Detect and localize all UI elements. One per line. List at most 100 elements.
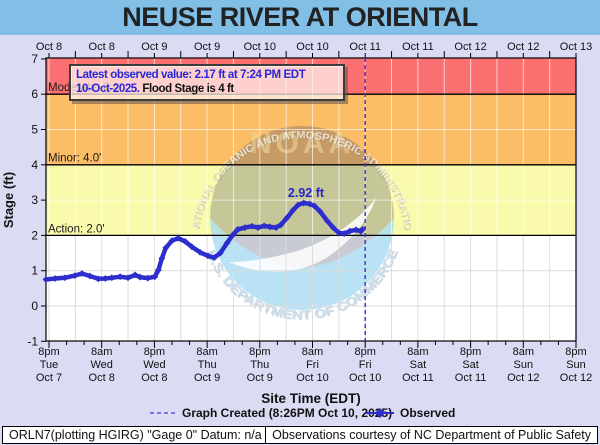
observed-marker <box>352 226 360 234</box>
observed-marker <box>210 254 218 262</box>
observed-marker <box>277 221 285 229</box>
observed-marker <box>94 275 102 283</box>
top-axis-date-label: Oct 10 <box>244 41 276 53</box>
top-axis-date-label: Oct 12 <box>507 41 539 53</box>
observed-marker <box>300 199 308 207</box>
observed-marker <box>306 200 314 208</box>
bottom-axis-time-label: 8am Sat Oct 11 <box>402 346 434 384</box>
observed-marker <box>272 224 280 232</box>
observed-marker <box>108 274 116 282</box>
bottom-axis-time-label: 8pm Sat Oct 11 <box>455 346 487 384</box>
y-axis-tick-label: 6 <box>31 87 38 101</box>
observed-marker <box>283 214 291 222</box>
x-axis-title: Site Time (EDT) <box>261 391 361 406</box>
bottom-axis-time-label: 8pm Thu Oct 9 <box>247 346 273 384</box>
y-axis-tick-label: 2 <box>31 228 38 242</box>
observed-marker <box>234 225 242 233</box>
y-axis-tick-label: 3 <box>31 193 38 207</box>
top-axis-date-label: Oct 9 <box>194 41 220 53</box>
top-axis-date-label: Oct 10 <box>296 41 328 53</box>
observed-marker <box>162 244 170 252</box>
top-axis-date-label: Oct 8 <box>36 41 62 53</box>
observations-courtesy-box: Observations courtesy of NC Department o… <box>265 426 598 444</box>
gage-datum-text: ORLN7(plotting HGIRG) "Gage 0" Datum: n/… <box>9 428 262 442</box>
bottom-axis-time-label: 8am Wed Oct 8 <box>89 346 115 384</box>
fixed-labels: Stage (ft) Site Time (EDT) Graph Created… <box>1 172 455 420</box>
latest-observed-info-box: Latest observed value: 2.17 ft at 7:24 P… <box>69 64 345 101</box>
observed-marker <box>223 239 231 247</box>
observed-marker <box>131 271 139 279</box>
observed-marker <box>196 248 204 256</box>
bottom-axis-time-label: 8am Sun Oct 12 <box>507 346 539 384</box>
observed-marker <box>260 222 268 230</box>
top-axis-date-label: Oct 11 <box>402 41 434 53</box>
observed-marker <box>181 238 189 245</box>
legend-observed-label: Observed <box>400 406 455 420</box>
page-title: NEUSE RIVER AT ORIENTAL <box>122 2 478 32</box>
observed-marker <box>329 224 337 232</box>
observed-marker <box>340 230 348 238</box>
observed-marker <box>359 225 366 233</box>
observed-marker <box>335 229 343 237</box>
axis-ticks-and-labels: Oct 8 Oct 8 Oct 9 Oct 9 Oct 10 Oct 10 Oct 11 Oc… <box>27 41 592 384</box>
observed-marker <box>174 234 182 242</box>
observed-marker <box>42 276 50 283</box>
observed-marker <box>51 275 59 282</box>
top-axis-date-label: Oct 8 <box>89 41 115 53</box>
flood-stage-text: Flood Stage is 4 ft <box>142 83 234 95</box>
observed-marker <box>316 207 324 215</box>
bottom-axis-time-label: 8pm Wed Oct 8 <box>141 346 167 384</box>
observed-marker <box>124 274 132 282</box>
action-label: Action: 2.0' <box>48 224 105 236</box>
observed-series <box>42 199 366 283</box>
gage-datum-box: ORLN7(plotting HGIRG) "Gage 0" Datum: n/… <box>2 426 269 444</box>
observed-marker <box>248 222 256 230</box>
top-axis-date-label: Oct 13 <box>560 41 592 53</box>
observed-marker <box>188 243 196 251</box>
observed-marker <box>136 273 144 281</box>
y-axis-tick-label: 5 <box>31 123 38 137</box>
top-axis-date-label: Oct 12 <box>454 41 486 53</box>
y-axis-tick-label: 0 <box>31 299 38 313</box>
observed-marker <box>311 202 319 210</box>
observed-marker <box>294 201 302 209</box>
legend-graph-created-label: Graph Created (8:26PM Oct 10, 2025) <box>182 406 392 420</box>
y-axis-tick-label: 1 <box>31 264 38 278</box>
plot-border <box>45 57 577 342</box>
bottom-axis-time-label: 8am Thu Oct 9 <box>194 346 220 384</box>
observed-marker <box>78 270 86 277</box>
bottom-axis-time-label: 8pm Sun Oct 12 <box>560 346 592 384</box>
observed-marker <box>61 274 69 282</box>
noaa-logo-text: NOAA <box>250 127 354 160</box>
y-axis-tick-label: 4 <box>31 158 38 172</box>
legend-observed-diamond-icon <box>375 408 385 418</box>
observed-marker <box>168 237 176 245</box>
minor-label: Minor: 4.0' <box>48 153 101 165</box>
observed-marker <box>289 206 297 214</box>
bottom-axis-time-label: 8pm Fri Oct 10 <box>349 346 381 384</box>
latest-observed-date-text: 10-Oct-2025. <box>76 83 140 95</box>
y-axis-title: Stage (ft) <box>1 172 16 228</box>
latest-observed-value-text: Latest observed value: 2.17 ft at 7:24 P… <box>76 69 306 81</box>
observed-marker <box>151 273 159 281</box>
y-axis-tick-label: -1 <box>27 334 38 348</box>
observed-marker <box>158 254 166 262</box>
top-axis-date-label: Oct 9 <box>141 41 167 53</box>
observed-marker <box>86 272 94 280</box>
observed-marker <box>144 274 152 282</box>
bottom-axis-time-label: 8am Fri Oct 10 <box>296 346 328 384</box>
observed-marker <box>116 273 124 281</box>
observed-marker <box>323 217 331 224</box>
observed-marker <box>241 224 249 232</box>
watermark-sea <box>210 218 394 310</box>
observed-marker <box>229 231 237 239</box>
bottom-axis-time-label: 8pm Tue Oct 7 <box>36 346 62 384</box>
top-axis-date-label: Oct 11 <box>349 41 381 53</box>
observed-marker <box>254 224 262 232</box>
observed-marker <box>346 227 354 235</box>
peak-value-label: 2.92 ft <box>288 186 325 200</box>
observed-marker <box>216 249 224 257</box>
observed-marker <box>154 266 162 274</box>
title-bar: NEUSE RIVER AT ORIENTAL <box>0 0 600 35</box>
